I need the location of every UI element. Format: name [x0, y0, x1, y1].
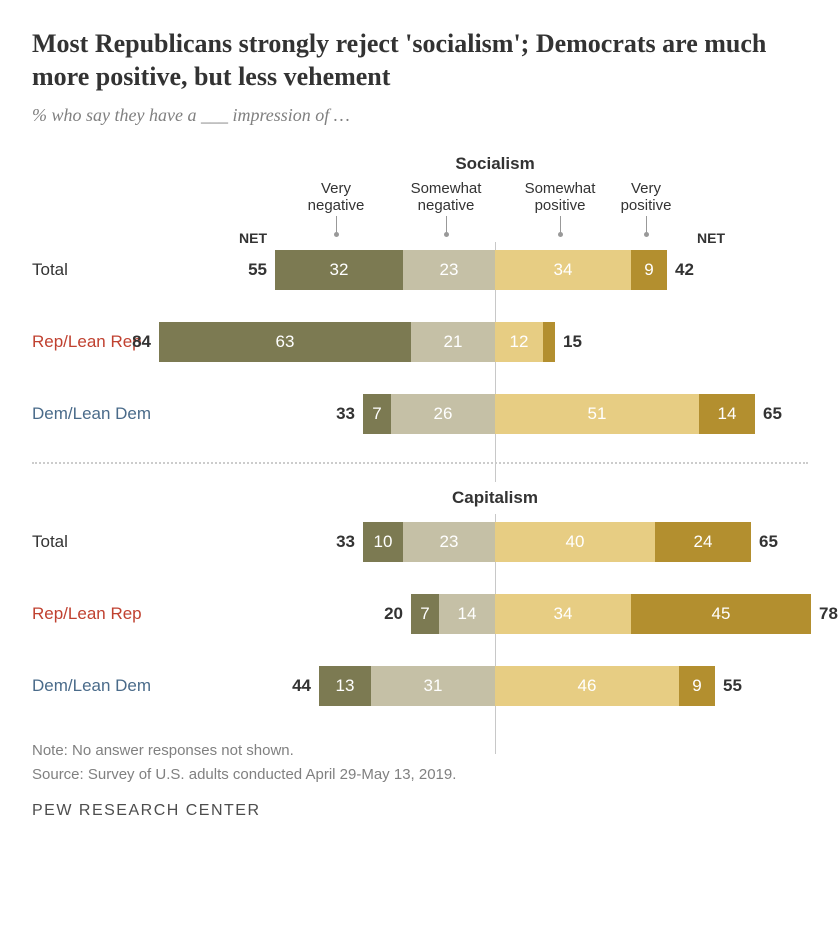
legend-somewhat-negative: Somewhatnegative — [401, 180, 491, 215]
legend-very-positive: Verypositive — [601, 180, 691, 215]
net-positive: 42 — [675, 260, 694, 280]
net-positive: 65 — [763, 404, 782, 424]
bar-positive: 469 — [495, 666, 715, 706]
seg-very-negative: 10 — [363, 522, 403, 562]
bar-negative: 147 — [411, 594, 495, 634]
seg-somewhat-negative: 21 — [411, 322, 495, 362]
legend-very-negative: Verynegative — [291, 180, 381, 215]
chart-subtitle: % who say they have a ___ impression of … — [32, 105, 808, 126]
row-label: Total — [32, 260, 182, 280]
row-total: Total231040243365 — [32, 514, 808, 570]
bar-positive: 12 — [495, 322, 555, 362]
bar-area: 23323495542NETNET — [182, 250, 808, 290]
seg-very-positive: 9 — [679, 666, 715, 706]
net-positive: 55 — [723, 676, 742, 696]
section-title: Capitalism — [182, 488, 808, 508]
section-capitalism: CapitalismTotal231040243365Rep/Lean Rep1… — [32, 488, 808, 714]
net-negative: 20 — [384, 604, 403, 624]
bar-area: 26751143365 — [182, 394, 808, 434]
bar-positive: 4024 — [495, 522, 751, 562]
seg-somewhat-positive: 34 — [495, 594, 631, 634]
bar-positive: 5114 — [495, 394, 755, 434]
bar-negative: 3113 — [319, 666, 495, 706]
seg-somewhat-positive: 40 — [495, 522, 655, 562]
seg-somewhat-positive: 51 — [495, 394, 699, 434]
chart-body: Socialism Verynegative Somewhatnegative Som… — [32, 154, 808, 714]
footnote-source: Source: Survey of U.S. adults conducted … — [32, 764, 808, 786]
row-label: Dem/Lean Dem — [32, 404, 182, 424]
bar-area: 31134694455 — [182, 666, 808, 706]
seg-very-positive: 24 — [655, 522, 751, 562]
net-negative: 33 — [336, 404, 355, 424]
rows: Total23323495542NETNETRep/Lean Rep216312… — [32, 242, 808, 442]
net-positive: 15 — [563, 332, 582, 352]
row-total: Total23323495542NETNET — [32, 242, 808, 298]
seg-somewhat-positive: 12 — [495, 322, 543, 362]
seg-very-positive — [543, 322, 555, 362]
seg-somewhat-positive: 46 — [495, 666, 679, 706]
rows: Total231040243365Rep/Lean Rep14734452078… — [32, 514, 808, 714]
section-socialism: Socialism Verynegative Somewhatnegative Som… — [32, 154, 808, 442]
seg-somewhat-negative: 14 — [439, 594, 495, 634]
bar-negative: 2310 — [363, 522, 495, 562]
seg-somewhat-negative: 31 — [371, 666, 495, 706]
seg-somewhat-negative: 23 — [403, 250, 495, 290]
seg-very-negative: 7 — [363, 394, 391, 434]
seg-very-negative: 63 — [159, 322, 411, 362]
seg-somewhat-negative: 23 — [403, 522, 495, 562]
row-rep: Rep/Lean Rep2163128415 — [32, 314, 808, 370]
row-label: Total — [32, 532, 182, 552]
bar-area: 231040243365 — [182, 522, 808, 562]
seg-somewhat-positive: 34 — [495, 250, 631, 290]
chart-title: Most Republicans strongly reject 'social… — [32, 28, 808, 93]
net-word-left: NET — [239, 230, 267, 246]
net-positive: 65 — [759, 532, 778, 552]
net-negative: 55 — [248, 260, 267, 280]
bar-negative: 267 — [363, 394, 495, 434]
seg-very-negative: 13 — [319, 666, 371, 706]
legend-somewhat-positive: Somewhatpositive — [515, 180, 605, 215]
net-positive: 78 — [819, 604, 838, 624]
seg-somewhat-negative: 26 — [391, 394, 495, 434]
bar-area: 14734452078 — [182, 594, 808, 634]
bar-positive: 349 — [495, 250, 667, 290]
bar-area: 2163128415 — [182, 322, 808, 362]
section-divider — [32, 462, 808, 464]
net-negative: 33 — [336, 532, 355, 552]
row-dem: Dem/Lean Dem26751143365 — [32, 386, 808, 442]
net-word-right: NET — [697, 230, 725, 246]
section-title: Socialism — [182, 154, 808, 174]
seg-very-positive: 9 — [631, 250, 667, 290]
row-label: Dem/Lean Dem — [32, 676, 182, 696]
net-negative: 44 — [292, 676, 311, 696]
net-negative: 84 — [132, 332, 151, 352]
bar-negative: 2163 — [159, 322, 495, 362]
row-dem: Dem/Lean Dem31134694455 — [32, 658, 808, 714]
seg-very-negative: 32 — [275, 250, 403, 290]
bar-negative: 2332 — [275, 250, 495, 290]
brand: PEW RESEARCH CENTER — [32, 802, 808, 820]
row-rep: Rep/Lean Rep14734452078 — [32, 586, 808, 642]
row-label: Rep/Lean Rep — [32, 604, 182, 624]
seg-very-positive: 14 — [699, 394, 755, 434]
seg-very-negative: 7 — [411, 594, 439, 634]
seg-very-positive: 45 — [631, 594, 811, 634]
bar-positive: 3445 — [495, 594, 811, 634]
footnote-note: Note: No answer responses not shown. — [32, 740, 808, 762]
